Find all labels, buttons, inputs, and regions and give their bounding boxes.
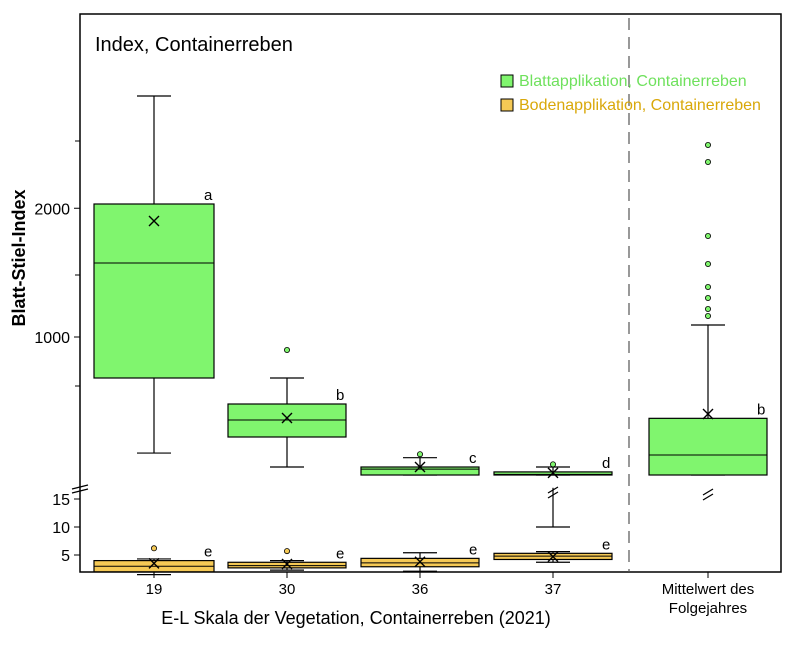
x-tick-label: Mittelwert des Folgejahres [662, 581, 755, 617]
significance-letter: d [602, 455, 610, 472]
box-37 [536, 487, 570, 528]
mean-marker [148, 215, 160, 227]
y-tick-label: 2000 [34, 201, 70, 218]
mean-marker [547, 467, 559, 479]
mean-marker [414, 556, 426, 568]
significance-letter: e [602, 536, 610, 553]
outlier-point [705, 141, 712, 148]
whisker-break-mark [547, 486, 559, 499]
axis-break-mark [71, 484, 89, 494]
box-36: c [360, 450, 480, 476]
box-30: e [227, 545, 347, 571]
mean-marker [281, 558, 293, 570]
plot-frame [79, 13, 782, 573]
box-19: e [93, 544, 215, 576]
significance-letter: c [469, 450, 477, 467]
chart-title: Index, Containerreben [95, 34, 293, 56]
x-tick-label: 30 [279, 581, 296, 598]
outlier-point [705, 305, 712, 312]
legend-swatch [500, 74, 514, 88]
mean-marker [148, 557, 160, 569]
box-iqr [360, 466, 480, 476]
mean-marker [547, 551, 559, 563]
outlier-point [550, 461, 557, 468]
outlier-point [705, 232, 712, 239]
significance-letter: a [204, 187, 213, 204]
legend-swatch [500, 98, 514, 112]
outlier-point [416, 451, 423, 458]
x-tick-label: 37 [545, 581, 562, 598]
x-axis-label: E-L Skala der Vegetation, Containerreben… [161, 608, 551, 628]
outlier-point [705, 294, 712, 301]
y-axis-label: Blatt-Stiel-Index [9, 189, 29, 326]
outlier-point [283, 548, 290, 555]
box-iqr [93, 203, 215, 379]
outlier-point [150, 545, 157, 552]
box-Mittelwert des Folgejahres: b [648, 141, 768, 476]
box-37: e [493, 536, 613, 563]
y-tick-label: 1000 [34, 330, 70, 347]
y-tick-label: 15 [52, 492, 70, 509]
significance-letter: b [757, 401, 765, 418]
significance-letter: e [469, 541, 477, 558]
outlier-point [705, 158, 712, 165]
mean-marker [414, 461, 426, 473]
y-tick-label: 10 [52, 520, 70, 537]
legend-label: Bodenapplikation, Containerreben [519, 97, 761, 114]
box-iqr [648, 417, 768, 476]
significance-letter: e [336, 545, 344, 562]
y-tick-label: 5 [61, 548, 70, 565]
box-37: d [493, 455, 613, 479]
significance-letter: e [204, 544, 212, 561]
box-iqr [227, 561, 347, 569]
outlier-point [705, 260, 712, 267]
box-30: b [227, 346, 347, 468]
box-36: e [360, 541, 480, 572]
legend-label: Blattapplikation, Containerreben [519, 73, 747, 90]
outlier-point [705, 283, 712, 290]
mean-marker [281, 412, 293, 424]
box-19: a [93, 95, 215, 454]
whisker-break-mark [702, 488, 714, 501]
mean-marker [702, 408, 714, 420]
outlier-point [283, 346, 290, 353]
x-tick-label: 36 [412, 581, 429, 598]
x-tick-label: 19 [146, 581, 163, 598]
outlier-point [705, 312, 712, 319]
significance-letter: b [336, 387, 344, 404]
legend: Blattapplikation, Containerreben Bodenapp… [500, 73, 761, 114]
